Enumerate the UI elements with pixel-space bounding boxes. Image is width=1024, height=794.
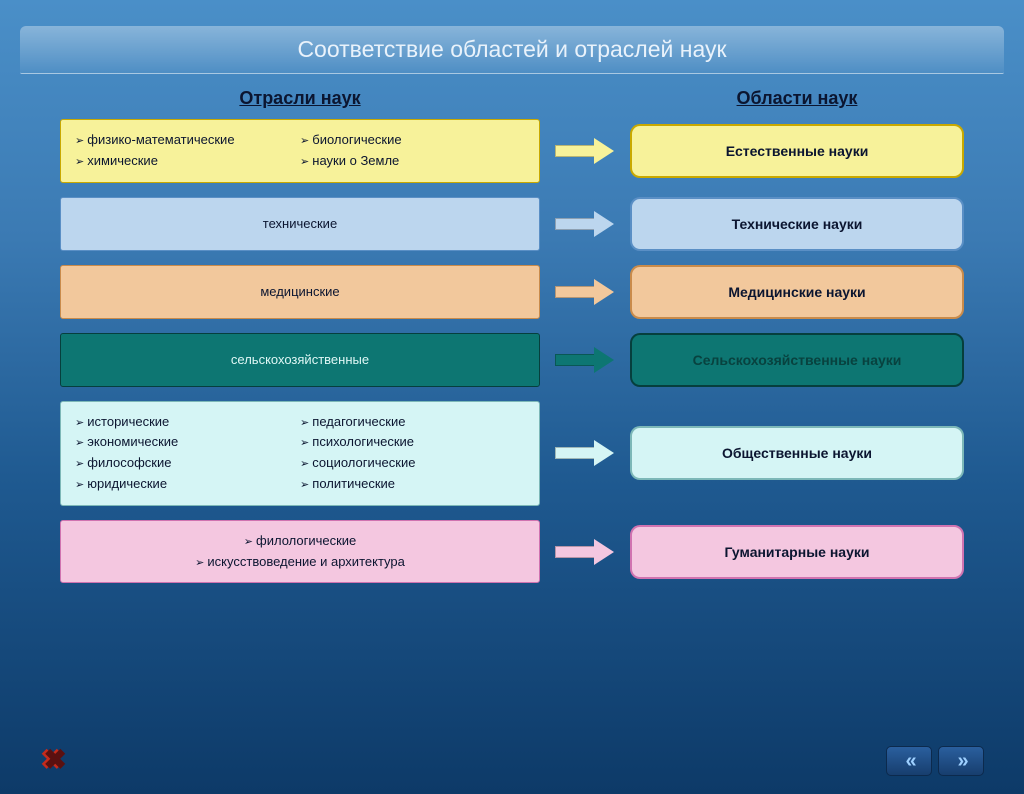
branch-box: историческиеэкономическиефилософскиеюрид…	[60, 401, 540, 506]
branch-box: медицинские	[60, 265, 540, 319]
branch-label: технические	[75, 216, 525, 231]
area-label: Сельскохозяйственные науки	[693, 352, 902, 368]
area-box: Медицинские науки	[630, 265, 964, 319]
arrow-icon	[540, 197, 630, 251]
branch-bullet: биологические	[300, 130, 525, 151]
arrow-icon	[540, 401, 630, 506]
branch-box: физико-математическиехимическиебиологиче…	[60, 119, 540, 183]
header-areas: Области наук	[630, 88, 964, 109]
branch-bullet: физико-математические	[75, 130, 300, 151]
area-label: Естественные науки	[726, 143, 869, 159]
mapping-row: филологическиеискусствоведение и архитек…	[60, 520, 964, 584]
column-headers: Отрасли наук Области наук	[60, 88, 964, 109]
close-icon[interactable]: ✖✖	[40, 743, 65, 776]
area-box: Технические науки	[630, 197, 964, 251]
branch-bullet: исторические	[75, 412, 300, 433]
arrow-icon	[540, 119, 630, 183]
area-label: Гуманитарные науки	[725, 544, 870, 560]
branch-box: технические	[60, 197, 540, 251]
branch-bullet: экономические	[75, 432, 300, 453]
area-box: Сельскохозяйственные науки	[630, 333, 964, 387]
arrow-icon	[540, 520, 630, 584]
branch-box: сельскохозяйственные	[60, 333, 540, 387]
branch-bullet: химические	[75, 151, 300, 172]
branch-box: филологическиеискусствоведение и архитек…	[60, 520, 540, 584]
branch-bullet: социологические	[300, 453, 525, 474]
mapping-rows: физико-математическиехимическиебиологиче…	[60, 119, 964, 583]
prev-button[interactable]: «	[886, 746, 932, 776]
branch-bullet: искусствоведение и архитектура	[75, 552, 525, 573]
area-box: Естественные науки	[630, 124, 964, 178]
area-label: Медицинские науки	[728, 284, 865, 300]
mapping-row: физико-математическиехимическиебиологиче…	[60, 119, 964, 183]
area-label: Общественные науки	[722, 445, 872, 461]
branch-label: сельскохозяйственные	[75, 352, 525, 367]
area-box: Общественные науки	[630, 426, 964, 480]
branch-label: медицинские	[75, 284, 525, 299]
branch-bullet: науки о Земле	[300, 151, 525, 172]
nav-buttons: « »	[886, 746, 984, 776]
arrow-icon	[540, 333, 630, 387]
mapping-row: технические Технические науки	[60, 197, 964, 251]
branch-bullet: психологические	[300, 432, 525, 453]
slide-title: Соответствие областей и отраслей наук	[20, 26, 1004, 74]
mapping-row: медицинские Медицинские науки	[60, 265, 964, 319]
arrow-icon	[540, 265, 630, 319]
area-label: Технические науки	[732, 216, 863, 232]
branch-bullet: философские	[75, 453, 300, 474]
branch-bullet: филологические	[75, 531, 525, 552]
mapping-row: сельскохозяйственные Сельскохозяйственные…	[60, 333, 964, 387]
branch-bullet: педагогические	[300, 412, 525, 433]
next-button[interactable]: »	[938, 746, 984, 776]
branch-bullet: политические	[300, 474, 525, 495]
header-branches: Отрасли наук	[60, 88, 540, 109]
mapping-row: историческиеэкономическиефилософскиеюрид…	[60, 401, 964, 506]
branch-bullet: юридические	[75, 474, 300, 495]
area-box: Гуманитарные науки	[630, 525, 964, 579]
